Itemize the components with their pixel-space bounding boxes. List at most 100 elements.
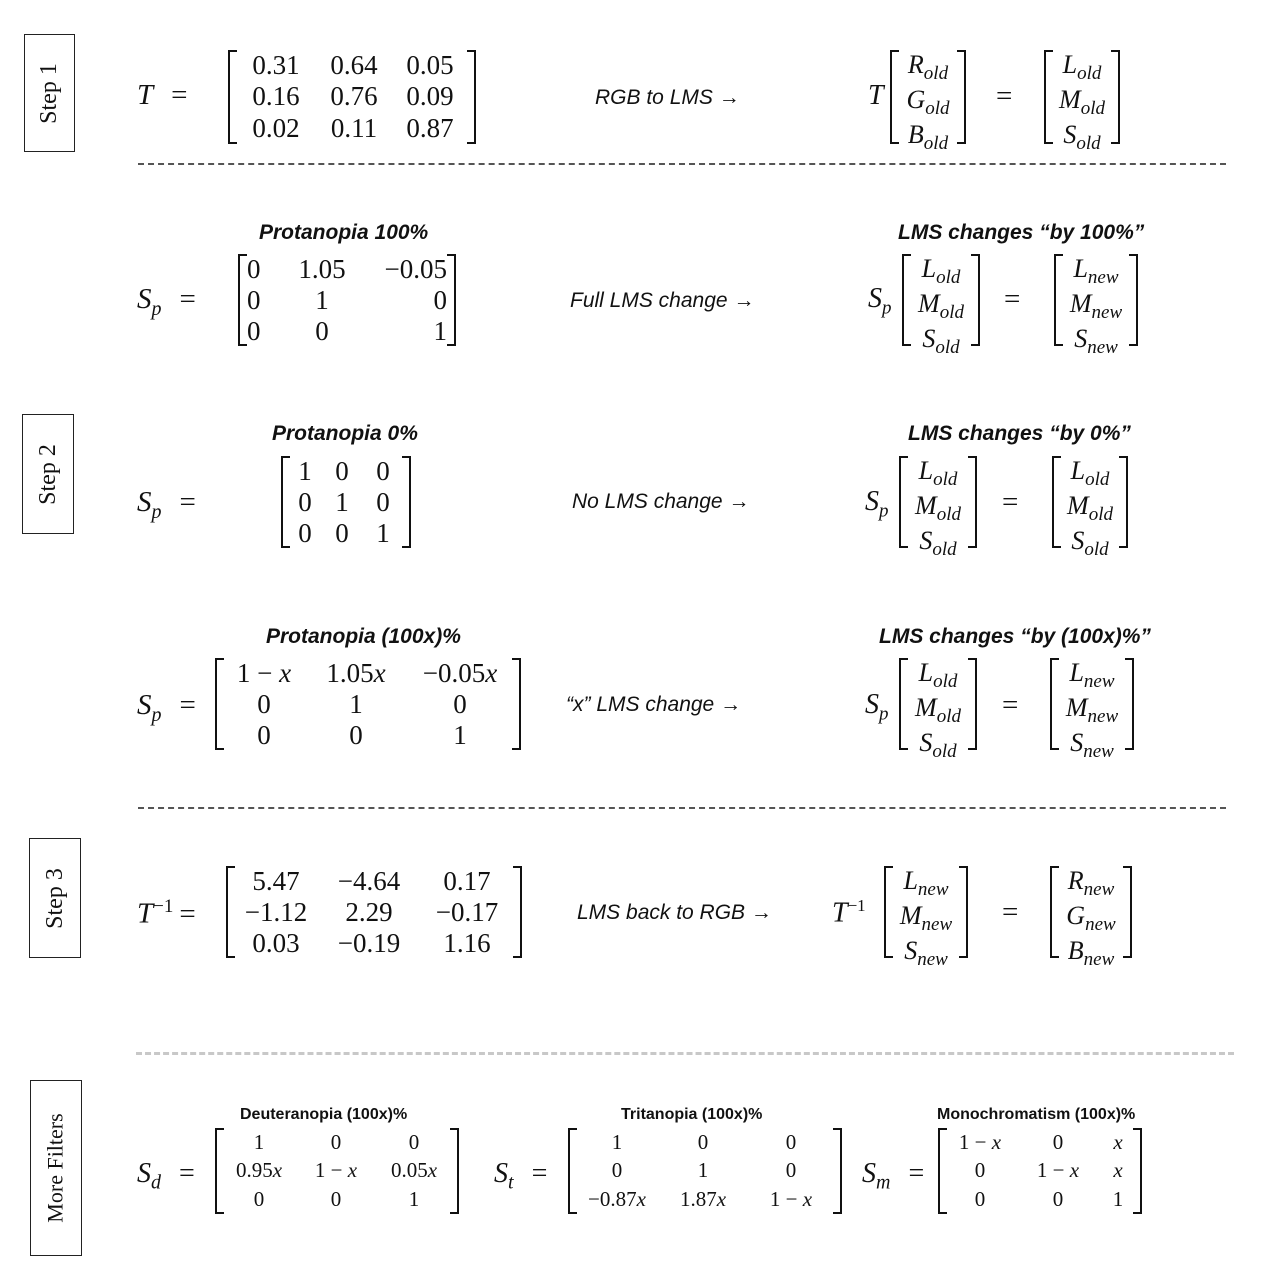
matrix-cell: 2.29: [345, 897, 393, 927]
left-bracket: [281, 456, 290, 548]
left-bracket: [568, 1128, 577, 1214]
matrix-cell: 0.05: [406, 50, 454, 81]
matrix-cell: 0: [785, 1129, 797, 1154]
vector-entry: Sold: [1071, 526, 1109, 561]
left-bracket: [1050, 658, 1059, 750]
matrix-cell: 0: [335, 456, 349, 486]
row5-equals: =: [1002, 896, 1019, 928]
vector-entry: Mold: [915, 491, 961, 526]
tritanopia-label: Tritanopia (100x)%: [621, 1106, 763, 1123]
matrix-cell: 1: [335, 487, 349, 517]
right-bracket: [1133, 1128, 1142, 1214]
row1-lhs: T =: [137, 79, 188, 111]
vector-entry: Lold: [918, 658, 958, 693]
vector-entry: Sold: [919, 526, 957, 561]
vector-entry: Gnew: [1066, 901, 1116, 936]
row3-equals: =: [1002, 486, 1019, 518]
matrix-cell: 0: [315, 316, 329, 346]
matrix-cell: 0.03: [252, 928, 300, 958]
vector-entry: Sold: [1063, 120, 1101, 155]
matrix-cell: 0: [257, 720, 271, 750]
row3-right-label: LMS changes “by 0%”: [908, 422, 1131, 445]
row4-lhs: Sp =: [137, 689, 196, 726]
left-bracket: [228, 50, 237, 144]
matrix-cell: 0.87: [406, 112, 454, 143]
row2-pre: Sp: [868, 283, 892, 319]
matrix-cell: 0: [376, 487, 390, 517]
row3-description: No LMS change →: [572, 490, 750, 513]
row5-in-vector: Lnew Mnew Snew: [884, 866, 968, 971]
left-bracket: [890, 50, 899, 144]
matrix-cell: 0: [697, 1129, 709, 1154]
right-bracket: [1129, 254, 1138, 346]
matrix-cell: 0: [453, 689, 467, 719]
left-bracket: [1050, 866, 1059, 958]
right-bracket: [450, 1128, 459, 1214]
matrix-cell: 1: [315, 285, 329, 315]
right-bracket: [957, 50, 966, 144]
vector-entry: Lnew: [903, 866, 949, 901]
right-bracket: [971, 254, 980, 346]
right-bracket: [402, 456, 411, 548]
matrix-cell: 1: [408, 1187, 420, 1212]
matrix-cell: 1: [1112, 1187, 1124, 1212]
matrix-cell: 0.16: [252, 81, 300, 112]
vector-entry: Mnew: [1065, 693, 1119, 728]
row2-label: Protanopia 100%: [259, 221, 429, 244]
row1-in-vector: Rold Gold Bold: [890, 50, 966, 155]
left-bracket: [884, 866, 893, 958]
row3-lhs: Sp =: [137, 486, 196, 523]
right-bracket: [447, 254, 456, 346]
step-1-label: Step 1: [36, 62, 63, 124]
matrix-cell: 0.09: [406, 81, 454, 112]
matrix-cell: 0: [974, 1158, 986, 1183]
row4-right-label: LMS changes “by (100x)%”: [879, 625, 1151, 648]
matrix-cell: −0.05: [384, 254, 447, 284]
right-bracket: [1111, 50, 1120, 144]
vector-entry: Snew: [1074, 324, 1118, 359]
vector-entry: Mnew: [1069, 289, 1123, 324]
row2-description: Full LMS change →: [570, 289, 755, 312]
matrix-cell: 0: [247, 254, 261, 284]
matrix-cell: 0: [974, 1187, 986, 1212]
matrix-cell: 0: [330, 1129, 342, 1154]
row4-label: Protanopia (100x)%: [266, 625, 461, 648]
matrix-cell: 1 − x: [1036, 1158, 1080, 1183]
left-bracket: [1044, 50, 1053, 144]
monochromatism-matrix: 1 − x 0 x 0 1 − x x 0 0 1: [938, 1128, 1142, 1214]
vector-entry: Mold: [918, 289, 964, 324]
row2-matrix: 0 1.05 −0.05 0 1 0 0 0 1: [238, 254, 456, 346]
right-bracket: [1125, 658, 1134, 750]
separator-1: [138, 163, 1226, 165]
more-filters-box: More Filters: [30, 1080, 82, 1256]
matrix-cell: 1 − x: [236, 658, 292, 688]
matrix-cell: 0: [298, 518, 312, 548]
matrix-cell: 1 − x: [769, 1187, 813, 1212]
matrix-cell: 1: [433, 316, 448, 346]
row2-lhs: Sp =: [137, 283, 196, 320]
vector-entry: Rnew: [1067, 866, 1115, 901]
row3-out-vector: Lold Mold Sold: [1052, 456, 1128, 561]
matrix-cell: 1: [697, 1158, 709, 1183]
row5-out-vector: Rnew Gnew Bnew: [1050, 866, 1132, 971]
row3-label: Protanopia 0%: [272, 422, 418, 445]
right-bracket: [512, 658, 521, 750]
left-bracket: [226, 866, 235, 958]
row1-pre: T: [868, 80, 884, 111]
matrix-cell: x: [1113, 1129, 1123, 1154]
vector-entry: Bold: [907, 120, 949, 155]
monochromatism-lhs: Sm =: [862, 1158, 925, 1194]
row5-description: LMS back to RGB →: [577, 901, 772, 924]
matrix-cell: −0.87x: [588, 1187, 646, 1212]
right-bracket: [1123, 866, 1132, 958]
matrix-cell: 1: [453, 720, 467, 750]
matrix-cell: 1.05: [298, 254, 346, 284]
row5-matrix: 5.47 −4.64 0.17 −1.12 2.29 −0.17 0.03 −0.19 1.16: [226, 866, 522, 958]
row1-equals: =: [996, 80, 1013, 112]
matrix-cell: 1 − x: [314, 1158, 358, 1183]
right-bracket: [513, 866, 522, 958]
right-bracket: [968, 456, 977, 548]
left-bracket: [1054, 254, 1063, 346]
matrix-cell: −0.17: [435, 897, 499, 927]
row1-matrix: 0.31 0.64 0.05 0.16 0.76 0.09 0.02 0.11 0.87: [228, 50, 476, 144]
